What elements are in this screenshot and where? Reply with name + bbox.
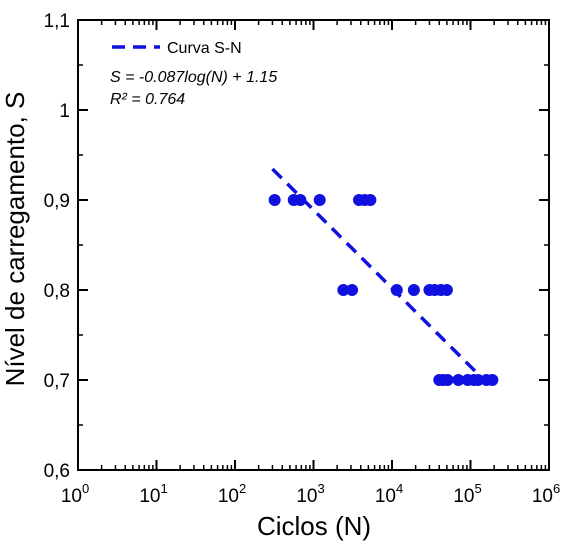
data-point	[472, 374, 485, 386]
x-axis-ticks: 100 101 102 103 104 105 106	[61, 20, 560, 507]
x-tick-label: 106	[532, 481, 560, 507]
data-point	[313, 194, 326, 206]
y-tick-label: 0,7	[44, 371, 70, 392]
plot-frame	[77, 19, 550, 471]
x-tick-label: 101	[139, 481, 167, 507]
data-point	[486, 374, 499, 386]
x-axis-title: Ciclos (N)	[257, 511, 371, 541]
data-point	[407, 284, 420, 296]
data-point	[441, 374, 454, 386]
data-points-layer	[268, 194, 499, 386]
legend-label: Curva S-N	[167, 40, 242, 57]
data-point	[440, 284, 453, 296]
x-tick-label: 102	[218, 481, 246, 507]
fit-equation: S = -0.087log(N) + 1.15	[110, 69, 277, 86]
fit-line-layer	[271, 167, 486, 382]
y-tick-label: 1,1	[44, 11, 70, 32]
plot-border	[77, 19, 550, 471]
data-point	[294, 194, 307, 206]
x-tick-label: 104	[375, 481, 403, 507]
data-point	[364, 194, 377, 206]
x-tick-label: 100	[61, 481, 89, 507]
legend: Curva S-N	[112, 40, 242, 57]
y-tick-label: 0,8	[44, 281, 70, 302]
y-tick-label: 0,9	[44, 191, 70, 212]
y-axis-ticks: 0,6 0,7 0,8 0,9 1 1,1	[44, 11, 549, 482]
data-point	[337, 284, 350, 296]
y-tick-label: 0,6	[44, 461, 70, 482]
fit-line	[271, 167, 486, 382]
x-tick-label: 105	[453, 481, 481, 507]
data-point	[390, 284, 403, 296]
r-squared: R² = 0.764	[110, 91, 185, 108]
x-tick-label: 103	[296, 481, 324, 507]
y-axis-title: Nível de carregamento, S	[0, 92, 30, 387]
data-point	[452, 374, 465, 386]
data-point	[346, 284, 359, 296]
y-tick-label: 1	[59, 101, 70, 122]
data-point	[268, 194, 281, 206]
